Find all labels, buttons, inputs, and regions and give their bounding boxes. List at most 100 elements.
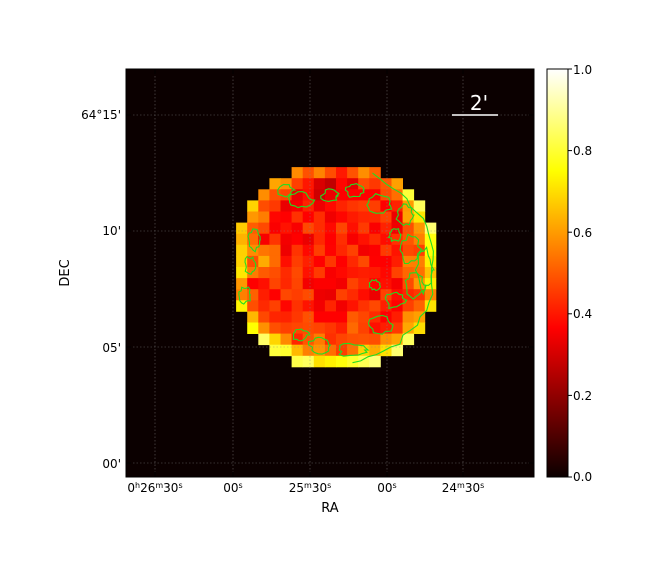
map-pixel	[380, 344, 392, 357]
map-pixel	[358, 278, 370, 290]
map-pixel	[413, 255, 426, 268]
map-pixel	[424, 222, 437, 235]
map-pixel	[280, 289, 292, 301]
map-pixel	[291, 278, 304, 290]
map-pixel	[313, 255, 326, 268]
map-pixel	[347, 255, 359, 268]
map-pixel	[391, 289, 403, 301]
map-pixel	[369, 267, 381, 279]
x-tick-label: 00s	[223, 481, 242, 495]
map-pixel	[380, 244, 392, 257]
map-pixel	[280, 300, 292, 312]
map-pixel	[269, 289, 281, 301]
map-pixel	[336, 355, 348, 368]
map-pixel	[236, 244, 248, 257]
map-pixel	[402, 278, 415, 290]
map-pixel	[247, 311, 259, 323]
map-pixel	[402, 300, 415, 312]
map-pixel	[391, 222, 403, 235]
map-pixel	[336, 267, 348, 279]
map-pixel	[369, 333, 381, 346]
map-pixel	[380, 278, 392, 290]
map-pixel	[324, 244, 337, 257]
map-pixel	[369, 289, 381, 301]
image-frame	[125, 68, 535, 478]
map-pixel	[380, 333, 392, 346]
map-pixel	[347, 322, 359, 334]
map-pixel	[380, 189, 392, 201]
map-pixel	[380, 211, 392, 223]
map-pixel	[313, 355, 326, 368]
map-pixel	[258, 211, 270, 223]
map-pixel	[236, 289, 248, 301]
map-pixel	[369, 278, 381, 290]
map-pixel	[358, 255, 370, 268]
map-pixel	[369, 167, 381, 179]
contour-line	[244, 255, 257, 275]
map-pixel	[380, 233, 392, 246]
map-pixel	[269, 267, 281, 279]
map-pixel	[269, 344, 281, 357]
map-pixel	[302, 278, 315, 290]
map-pixel	[413, 267, 426, 279]
map-pixel	[302, 233, 315, 246]
map-pixel	[313, 233, 326, 246]
contour-line	[384, 291, 408, 310]
map-pixel	[358, 333, 370, 346]
map-pixel	[380, 311, 392, 323]
colorbar-tick-label: 0.8	[573, 144, 592, 158]
map-pixel	[291, 267, 304, 279]
map-pixel	[302, 322, 315, 334]
map-pixel	[247, 200, 259, 212]
map-pixel	[336, 178, 348, 190]
map-pixel	[291, 233, 304, 246]
map-pixel	[324, 167, 337, 179]
map-pixel	[391, 255, 403, 268]
map-pixel	[269, 222, 281, 235]
map-pixel	[258, 233, 270, 246]
map-pixel	[336, 189, 348, 201]
contour-line	[338, 342, 370, 357]
map-pixel	[413, 244, 426, 257]
x-tick-label: 25m30s	[289, 481, 332, 495]
contour-line	[399, 233, 424, 265]
map-pixel	[280, 233, 292, 246]
map-pixel	[258, 200, 270, 212]
map-pixel	[336, 322, 348, 334]
map-pixel	[269, 322, 281, 334]
map-pixel	[391, 344, 403, 357]
map-pixel	[413, 322, 426, 334]
map-pixel	[280, 222, 292, 235]
map-pixel	[324, 222, 337, 235]
map-pixel	[347, 267, 359, 279]
map-pixel	[358, 167, 370, 179]
map-pixel	[269, 300, 281, 312]
map-pixel	[258, 278, 270, 290]
map-pixel	[358, 178, 370, 190]
map-pixel	[280, 189, 292, 201]
contour-line	[320, 188, 340, 202]
map-pixel	[291, 255, 304, 268]
map-pixel	[269, 189, 281, 201]
map-pixel	[280, 244, 292, 257]
map-pixel	[269, 233, 281, 246]
map-pixel	[280, 344, 292, 357]
map-pixel	[313, 333, 326, 346]
map-pixel	[324, 200, 337, 212]
map-pixel	[391, 311, 403, 323]
map-pixel	[336, 300, 348, 312]
map-pixel	[291, 167, 304, 179]
map-pixel	[236, 233, 248, 246]
map-pixel	[369, 178, 381, 190]
map-pixel	[413, 278, 426, 290]
map-pixel	[336, 222, 348, 235]
map-pixel	[302, 244, 315, 257]
contour-overlay	[238, 172, 435, 364]
map-pixel	[369, 211, 381, 223]
map-pixel	[380, 200, 392, 212]
map-pixel	[313, 289, 326, 301]
map-pixel	[324, 355, 337, 368]
map-pixel	[247, 211, 259, 223]
map-pixel	[258, 255, 270, 268]
map-pixel	[324, 267, 337, 279]
